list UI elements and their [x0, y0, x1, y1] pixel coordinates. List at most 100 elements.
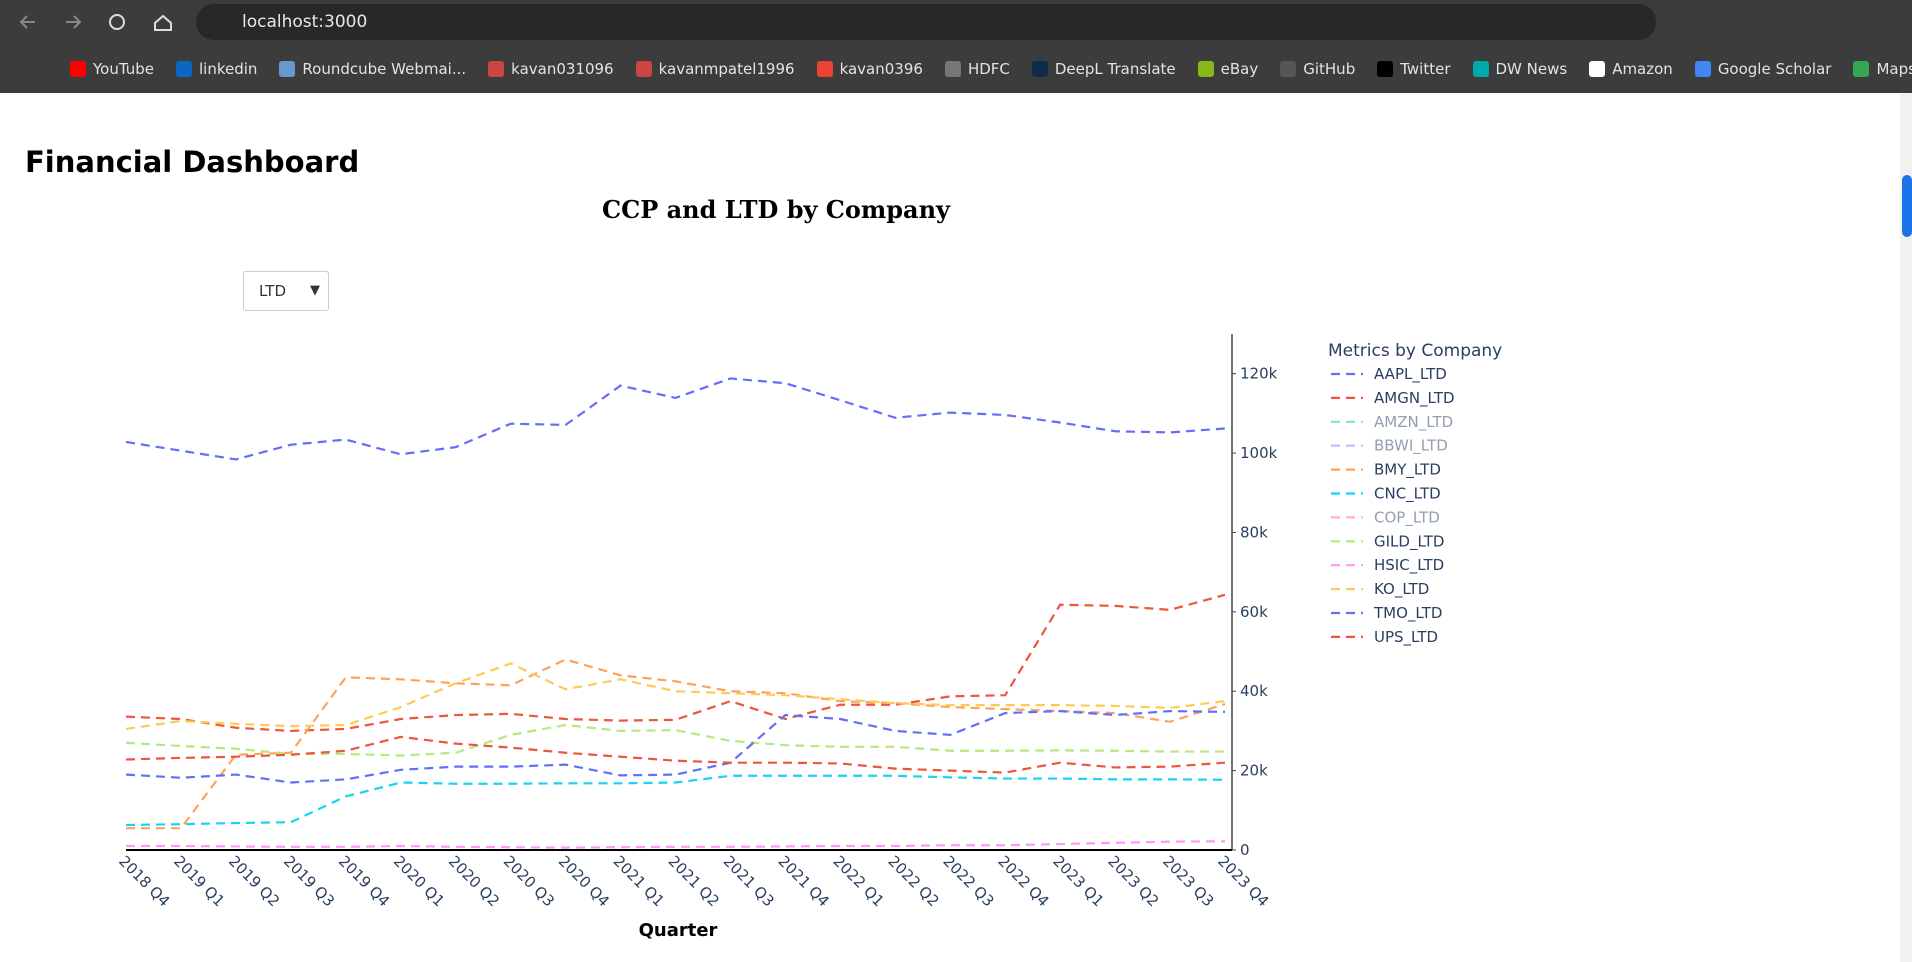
- legend-item[interactable]: COP_LTD: [1331, 508, 1440, 527]
- bookmark-icon: [1377, 60, 1394, 77]
- legend-item[interactable]: CNC_LTD: [1331, 485, 1441, 504]
- series-line: [125, 593, 1226, 733]
- series-line: [125, 709, 1226, 784]
- legend-item[interactable]: KO_LTD: [1331, 580, 1429, 599]
- x-tick-label: 2019 Q1: [170, 852, 228, 910]
- y-tick-label: 20k: [1240, 762, 1268, 780]
- bookmark-label: HDFC: [967, 59, 1010, 78]
- legend-label: GILD_LTD: [1374, 532, 1444, 551]
- y-tick-label: 40k: [1240, 682, 1268, 700]
- x-tick-label: 2023 Q1: [1049, 852, 1107, 910]
- bookmark[interactable]: Roundcube Webmai...: [279, 60, 466, 78]
- bookmark-label: Amazon: [1612, 59, 1673, 78]
- y-tick-label: 60k: [1240, 603, 1268, 621]
- bookmark[interactable]: kavan031096: [488, 59, 614, 78]
- legend-label: AMZN_LTD: [1374, 413, 1453, 432]
- legend-label: KO_LTD: [1374, 580, 1429, 599]
- browser-toolbar: localhost:3000: [0, 0, 1912, 44]
- reload-button[interactable]: [109, 14, 125, 30]
- bookmark[interactable]: GitHub: [1280, 60, 1355, 78]
- home-button[interactable]: [154, 14, 172, 31]
- chart: CCP and LTD by Company 0 20k 40k 60k 80k 100k 1…: [115, 195, 1502, 941]
- legend-label: AMGN_LTD: [1374, 389, 1455, 408]
- bookmark[interactable]: Amazon: [1589, 60, 1673, 78]
- series-line: [125, 735, 1226, 774]
- bookmark-label: Maps: [1876, 59, 1912, 78]
- x-tick-label: 2022 Q2: [884, 852, 942, 910]
- legend-item[interactable]: HSIC_LTD: [1331, 556, 1444, 575]
- bookmark-label: eBay: [1220, 59, 1259, 78]
- address-bar[interactable]: localhost:3000: [196, 4, 1656, 40]
- chart-title: CCP and LTD by Company: [602, 195, 951, 224]
- legend-item[interactable]: AMZN_LTD: [1331, 413, 1453, 432]
- x-tick-label: 2023 Q3: [1159, 852, 1217, 910]
- x-tick-label: 2020 Q2: [445, 852, 503, 910]
- y-tick-label: 0: [1240, 841, 1250, 859]
- y-tick-label: 100k: [1240, 444, 1278, 462]
- bookmark-label: DW News: [1495, 59, 1568, 78]
- scroll-thumb[interactable]: [1902, 175, 1912, 237]
- bookmark[interactable]: eBay: [1197, 59, 1259, 78]
- bookmark[interactable]: kavanmpatel1996: [635, 59, 795, 78]
- metric-dropdown[interactable]: LTD: [243, 271, 329, 311]
- bookmark-icon: [1031, 60, 1048, 77]
- bookmark-label: Twitter: [1400, 59, 1451, 78]
- bookmark-icon: [635, 60, 652, 77]
- bookmark[interactable]: Google Scholar: [1694, 59, 1832, 78]
- x-tick-label: 2020 Q1: [390, 852, 448, 910]
- bookmark[interactable]: HDFC: [944, 59, 1010, 78]
- bookmark-icon: [1853, 60, 1870, 77]
- bookmark[interactable]: Twitter: [1377, 59, 1451, 78]
- legend-item[interactable]: BBWI_LTD: [1331, 437, 1448, 456]
- bookmark-icon: [70, 60, 86, 77]
- bookmark-label: YouTube: [93, 59, 154, 78]
- nav-buttons: [19, 14, 172, 31]
- legend-item[interactable]: UPS_LTD: [1331, 628, 1438, 647]
- bookmark-icon: [1280, 60, 1297, 77]
- legend-title: Metrics by Company: [1328, 341, 1502, 361]
- bookmark-label: kavanmpatel1996: [658, 59, 795, 78]
- x-tick-label: 2023 Q4: [1214, 852, 1272, 910]
- legend-item[interactable]: GILD_LTD: [1331, 532, 1444, 551]
- bookmark-label: kavan031096: [511, 59, 614, 78]
- x-tick-label: 2022 Q4: [994, 852, 1052, 910]
- bookmark[interactable]: DW News: [1472, 59, 1568, 78]
- bookmark-icon: [816, 60, 833, 77]
- x-tick-label: 2019 Q4: [335, 852, 393, 910]
- legend-label: AAPL_LTD: [1374, 365, 1447, 384]
- legend-item[interactable]: AAPL_LTD: [1331, 365, 1447, 384]
- legend-item[interactable]: TMO_LTD: [1331, 604, 1442, 623]
- x-tick-label: 2022 Q3: [939, 852, 997, 910]
- series-line: [126, 840, 1226, 849]
- back-button[interactable]: [19, 15, 35, 29]
- bookmark[interactable]: DeepL Translate: [1031, 60, 1176, 78]
- bookmark[interactable]: YouTube: [70, 60, 154, 78]
- x-tick-label: 2020 Q3: [500, 852, 558, 910]
- bookmark[interactable]: kavan0396: [816, 59, 923, 78]
- x-tick-label: 2019 Q3: [280, 852, 338, 910]
- bookmark-icon: [1694, 60, 1711, 77]
- legend-item[interactable]: AMGN_LTD: [1331, 389, 1455, 408]
- page-heading: Financial Dashboard: [25, 145, 360, 179]
- scrollbar: [1900, 93, 1912, 962]
- bookmark-label: Google Scholar: [1717, 59, 1832, 78]
- legend-label: UPS_LTD: [1374, 628, 1438, 647]
- bookmark-label: kavan0396: [839, 59, 923, 78]
- x-tick-label: 2021 Q4: [775, 852, 833, 910]
- bookmark-icon: [279, 60, 296, 77]
- x-tick-label: 2022 Q1: [830, 852, 888, 910]
- y-tick-label: 80k: [1240, 523, 1268, 541]
- bookmark-icon: [1472, 60, 1489, 77]
- x-tick-label: 2020 Q4: [555, 852, 613, 910]
- x-axis-label: Quarter: [639, 920, 718, 941]
- legend-item[interactable]: BMY_LTD: [1331, 461, 1441, 480]
- bookmark[interactable]: linkedin: [176, 60, 257, 78]
- bookmark[interactable]: Maps: [1853, 60, 1912, 78]
- bookmark-icon: [488, 60, 505, 77]
- forward-button[interactable]: [66, 15, 82, 29]
- bookmark-label: linkedin: [199, 59, 258, 78]
- legend-label: BMY_LTD: [1374, 461, 1441, 480]
- x-tick-label: 2023 Q2: [1104, 852, 1162, 910]
- series-line: [125, 774, 1226, 827]
